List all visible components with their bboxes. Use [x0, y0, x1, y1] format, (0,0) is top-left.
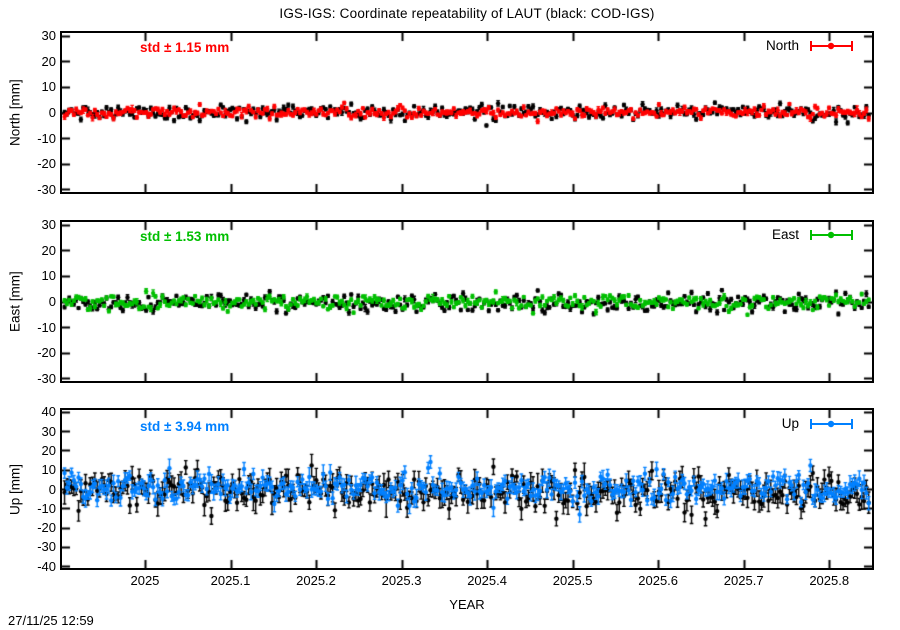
y-tick-label: 30 — [41, 28, 56, 44]
y-tick-label: -30 — [37, 539, 56, 555]
y-tick-label: -10 — [37, 130, 56, 146]
y-tick-label: 20 — [41, 442, 56, 458]
legend-label-up: Up — [781, 416, 799, 431]
chart-canvas-up — [62, 410, 872, 568]
y-tick-label: 10 — [41, 79, 56, 95]
legend-label-east: East — [771, 227, 799, 242]
y-tick-label: 10 — [41, 268, 56, 284]
x-axis-label: YEAR — [449, 597, 485, 612]
x-tick-label: 2025.2 — [296, 573, 336, 588]
y-tick-label: 40 — [41, 404, 56, 420]
chart-canvas-east — [62, 222, 872, 381]
y-tick-label: 0 — [48, 481, 56, 497]
plot-timestamp: 27/11/25 12:59 — [8, 613, 94, 628]
y-tick-label: 20 — [41, 53, 56, 69]
y-tick-label: 0 — [48, 294, 56, 309]
y-tick-label: -30 — [37, 370, 56, 386]
y-tick-label: -20 — [37, 156, 56, 172]
chart-canvas-north — [62, 33, 872, 192]
legend-up: Up — [782, 417, 855, 431]
errorbar-sample-icon-up — [810, 419, 853, 429]
plot-area-east — [60, 220, 874, 383]
y-tick-label: -20 — [37, 345, 56, 361]
y-tick-label: -10 — [37, 319, 56, 335]
x-tick-label: 2025.1 — [210, 573, 251, 588]
y-tick-label: -10 — [37, 500, 56, 516]
y-tick-label: 0 — [48, 105, 56, 120]
y-tick-label: -30 — [37, 181, 56, 197]
std-annotation-north: std ± 1.15 mm — [140, 40, 230, 55]
y-tick-label: -20 — [37, 520, 56, 536]
x-tick-label: 2025.6 — [638, 573, 679, 588]
plot-area-north — [60, 31, 874, 194]
plot-area-up — [60, 408, 874, 570]
y-tick-label: 30 — [41, 423, 56, 439]
std-annotation-east: std ± 1.53 mm — [140, 229, 230, 244]
errorbar-sample-icon-north — [810, 41, 853, 51]
errorbar-sample-icon-east — [810, 230, 853, 240]
y-tick-label: 10 — [41, 462, 56, 478]
x-tick-label: 2025.7 — [723, 573, 764, 588]
x-tick-label: 2025 — [130, 573, 160, 588]
legend-east: East — [772, 228, 855, 242]
y-tick-label: -40 — [37, 558, 56, 574]
x-tick-label: 2025.5 — [552, 573, 593, 588]
y-tick-label: 20 — [41, 242, 56, 258]
legend-north: North — [766, 39, 855, 53]
std-annotation-up: std ± 3.94 mm — [140, 419, 230, 434]
x-tick-label: 2025.4 — [467, 573, 507, 588]
chart-title: IGS-IGS: Coordinate repeatability of LAU… — [279, 6, 655, 21]
x-tick-label: 2025.8 — [809, 573, 850, 588]
legend-label-north: North — [765, 38, 799, 53]
y-tick-label: 30 — [41, 217, 56, 233]
x-tick-label: 2025.3 — [381, 573, 422, 588]
